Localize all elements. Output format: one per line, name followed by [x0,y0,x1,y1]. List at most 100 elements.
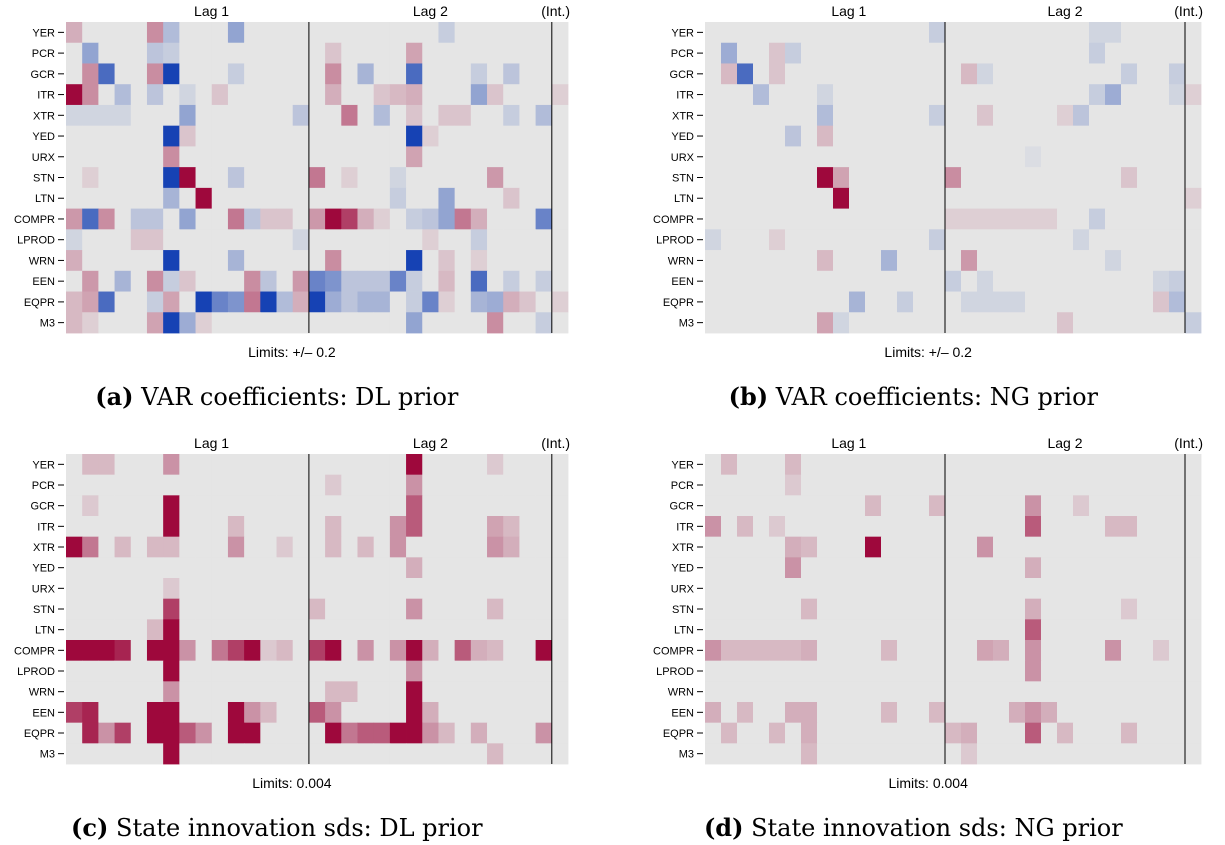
heatmap-cell [519,578,537,600]
heatmap-cell [438,42,456,64]
row-label: EEN [671,707,694,719]
heatmap-cell [817,557,834,579]
heatmap-cell [260,187,277,209]
heatmap-cell [357,536,375,558]
row-label: STN [33,604,55,616]
heatmap-cell [993,578,1010,600]
heatmap-cell [705,660,722,682]
heatmap-cell [769,146,786,168]
heatmap-cell [1105,619,1122,641]
heatmap-cell [737,270,754,292]
heatmap-cell [503,250,520,272]
heatmap-cell [66,63,83,85]
heatmap-cell [66,495,83,517]
caption: (d) State innovation sds: NG prior [704,813,1123,842]
heatmap-cell [98,702,115,724]
heatmap-cell [551,167,569,189]
heatmap-cell [945,84,962,106]
heatmap-cell [961,619,978,641]
heatmap-cell [406,270,423,292]
heatmap-cell [1121,619,1138,641]
heatmap-cell [211,187,229,209]
heatmap-cell [325,557,342,579]
heatmap-cell [897,640,914,662]
heatmap-cell [753,743,770,765]
heatmap-cell [1009,146,1026,168]
heatmap-cell [801,84,818,106]
heatmap-cell [227,722,245,744]
heatmap-cell [535,660,553,682]
heatmap-cell [487,42,504,64]
heatmap-cell [487,104,504,127]
heatmap-cell [406,598,423,620]
heatmap-cell [785,722,802,744]
heatmap-cell [897,229,914,251]
heatmap-cell [737,640,754,662]
heatmap-cell [913,167,930,189]
heatmap-cell [817,722,834,744]
heatmap-cell [244,681,261,703]
heatmap-cell [1105,598,1122,620]
heatmap-cell [881,516,898,538]
heatmap-cell [961,208,978,230]
heatmap-cell [993,104,1010,127]
heatmap-cell [1041,208,1058,230]
heatmap-cell [753,640,770,662]
heatmap-cell [817,516,834,538]
heatmap-cell [1121,702,1138,724]
heatmap-cell [519,722,537,744]
heatmap-cell [503,619,520,641]
heatmap-cell [769,104,786,127]
heatmap-cell [977,187,994,209]
heatmap-cell [276,495,294,517]
heatmap-cell [227,454,245,476]
heatmap-cell [1185,474,1202,496]
heatmap-cell [929,187,946,209]
heatmap-cell [276,22,294,44]
heatmap-cell [406,578,423,600]
heatmap-cell [897,681,914,703]
heatmap-cell [163,84,180,106]
heatmap-cell [406,229,423,251]
heatmap-cell [195,516,213,538]
heatmap-cell [389,681,407,703]
row-label: URX [32,583,56,595]
heatmap-cell [308,495,326,517]
heatmap-cell [1073,229,1090,251]
heatmap-cell [1089,454,1106,476]
heatmap-cell [487,660,504,682]
heatmap-cell [179,619,196,641]
heatmap-cell [454,229,472,251]
heatmap-cell [211,495,229,517]
heatmap-cell [1137,270,1154,292]
heatmap-cell [66,104,83,127]
heatmap-cell [357,619,375,641]
heatmap-cell [308,250,326,272]
heatmap-cell [833,125,850,147]
heatmap-cell [535,722,553,744]
heatmap-cell [114,84,132,106]
heatmap-cell [1025,42,1042,64]
heatmap-cell [801,743,818,765]
heatmap-cell [260,146,277,168]
heatmap-cell [1073,681,1090,703]
heatmap-cell [929,146,946,168]
heatmap-cell [438,743,456,765]
heatmap-cell [260,208,277,230]
caption-label: (c) [71,813,108,842]
heatmap-cell [833,578,850,600]
heatmap-cell [519,125,537,147]
heatmap-cell [66,660,83,682]
heatmap-cell [82,474,99,496]
heatmap-cell [785,42,802,64]
heatmap-cell [470,187,488,209]
heatmap-cell [357,125,375,147]
caption: (c) State innovation sds: DL prior [71,813,483,842]
heatmap-cell [438,454,456,476]
heatmap-cell [785,250,802,272]
heatmap-cell [276,312,294,334]
heatmap-cell [977,291,994,313]
heatmap-cell [535,640,553,662]
heatmap-cell [114,250,132,272]
heatmap-cell [276,250,294,272]
